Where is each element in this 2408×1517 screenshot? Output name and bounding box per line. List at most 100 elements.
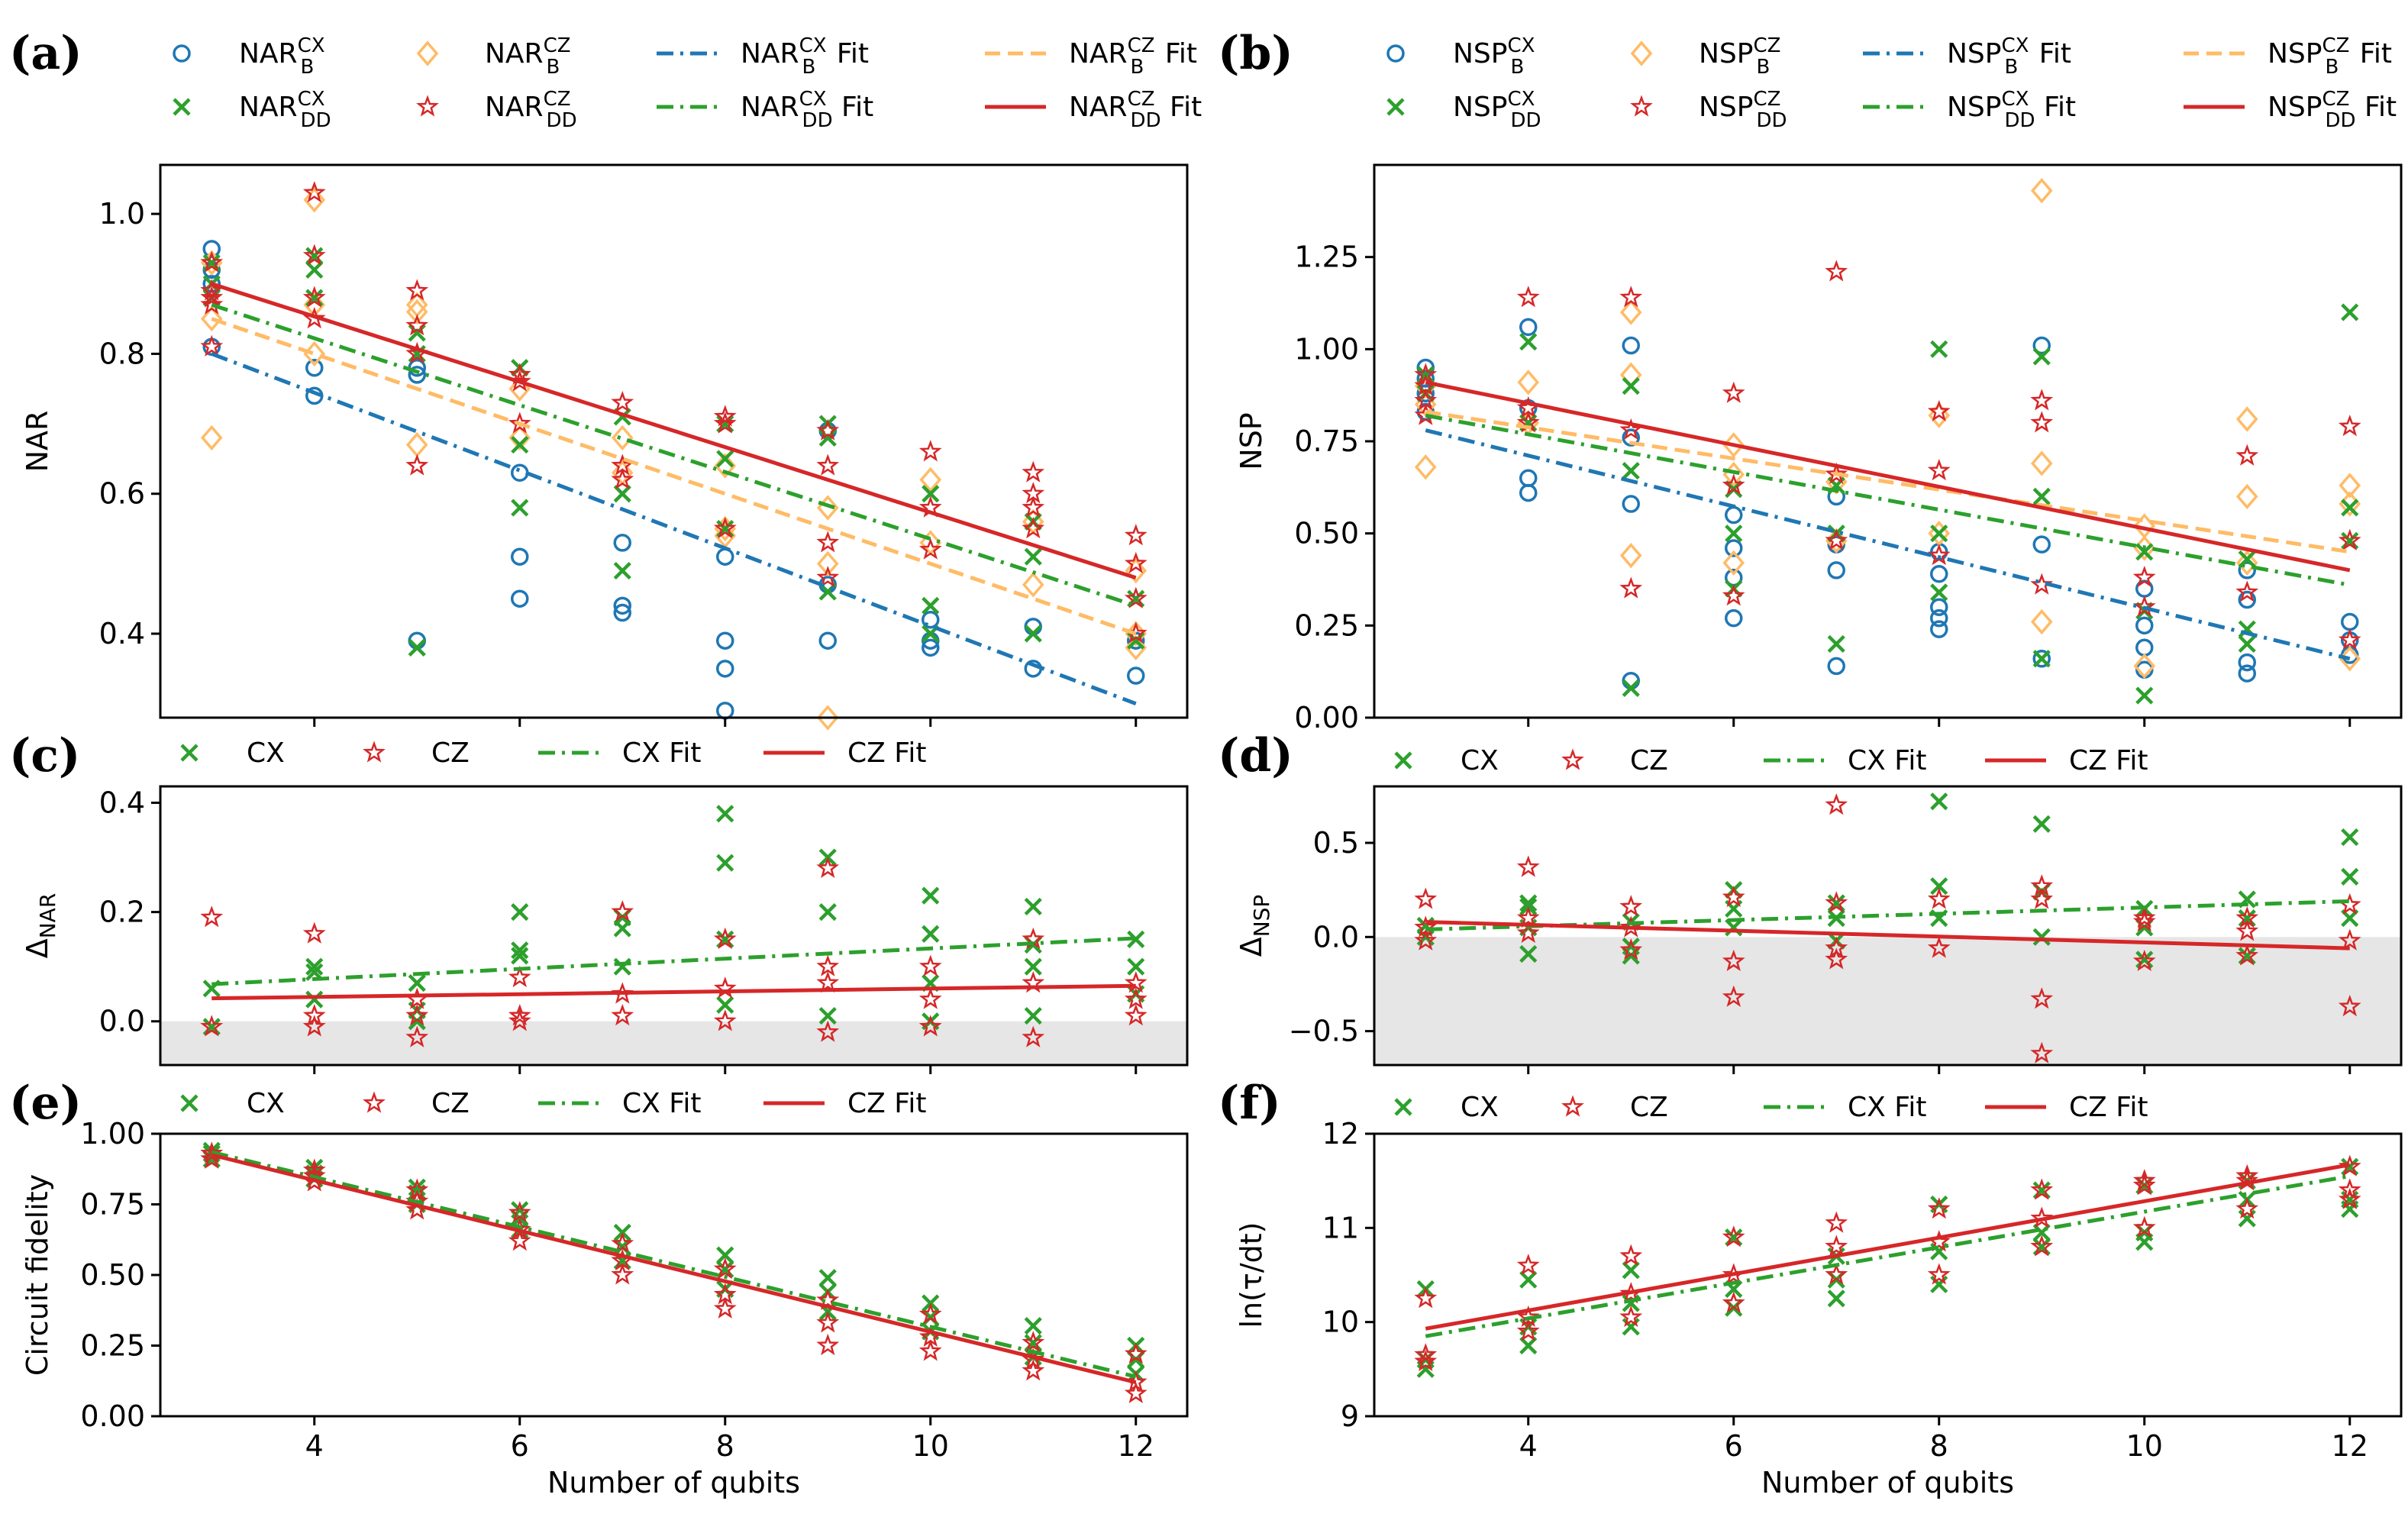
data-point: [918, 440, 942, 462]
data-point: [2235, 550, 2258, 576]
data-point: [1622, 336, 1640, 355]
data-point: [2135, 686, 2154, 705]
legend-item: CZ: [363, 1088, 470, 1119]
data-point: [1024, 957, 1042, 976]
fit-line: [211, 983, 1136, 1001]
data-point: [2132, 566, 2156, 588]
data-point: [2341, 828, 2359, 847]
data-point: [1619, 1305, 1643, 1328]
legend: CX CZ CX Fit CZ Fit: [180, 738, 926, 769]
data-point: [918, 954, 942, 976]
data-point: [1519, 1336, 1538, 1355]
data-point: [922, 886, 940, 905]
data-point: [508, 412, 531, 434]
panel-label: (f): [1218, 1076, 1281, 1130]
data-point: [405, 279, 429, 301]
data-point: [200, 250, 224, 273]
data-point: [2338, 1178, 2361, 1200]
data-point: [1825, 891, 1848, 913]
data-point: [716, 805, 734, 823]
data-point: [2341, 612, 2359, 631]
data-point: [2032, 336, 2051, 355]
data-point: [1725, 918, 1743, 937]
y-tick-label: 0.8: [99, 337, 145, 370]
data-point: [2132, 1215, 2156, 1238]
data-point: [508, 1004, 531, 1026]
data-point: [1722, 381, 1745, 403]
data-point: [2135, 1233, 2154, 1251]
data-point: [922, 610, 940, 629]
data-point: [2132, 910, 2156, 932]
data-point: [611, 424, 634, 451]
legend-item: CX: [180, 1088, 285, 1119]
legend-item: NSPCX DD Fit: [1863, 88, 2076, 132]
data-point: [1024, 547, 1042, 566]
data-point: [1827, 561, 1845, 579]
data-point: [408, 366, 426, 384]
data-point: [202, 275, 221, 293]
data-point: [1022, 460, 1045, 483]
data-point: [2341, 303, 2359, 321]
legend-item: CZ Fit: [763, 1088, 926, 1119]
fit-line: [1425, 1174, 2351, 1338]
data-point: [1930, 565, 1948, 583]
data-point: [1127, 930, 1145, 948]
fit-line: [211, 302, 1137, 608]
plot-frame: [1373, 1132, 2403, 1418]
y-axis-label: ΔNSP: [1235, 895, 1274, 957]
data-point: [1825, 947, 1848, 970]
legend-label: CZ: [431, 738, 470, 769]
data-point: [511, 499, 529, 517]
data-point: [1414, 1349, 1438, 1372]
x-tick-label: 4: [305, 1429, 324, 1463]
legend-marker: [1394, 1098, 1412, 1116]
legend: NSPCX B NSPCZ B NSPCX B Fit NSPCZ B Fit NSPCX DD N…: [1386, 34, 2397, 132]
data-point: [2030, 1178, 2054, 1200]
y-tick-label: 0.25: [80, 1329, 145, 1363]
data-point: [1619, 299, 1642, 325]
data-point: [816, 1333, 840, 1356]
legend-label: NARCZ DD: [485, 88, 577, 132]
legend-marker: [173, 98, 191, 116]
data-point: [1825, 462, 1848, 485]
legend-item: CZ Fit: [763, 738, 926, 769]
y-tick-label: 0.4: [99, 617, 145, 650]
data-point: [919, 466, 942, 493]
data-point: [1124, 1341, 1148, 1364]
fit-line: [211, 1153, 1137, 1385]
series-NAR_B^CZ: [200, 187, 1148, 731]
data-point: [1416, 384, 1435, 403]
data-point: [611, 899, 634, 922]
data-point: [1930, 792, 1948, 811]
data-point: [511, 547, 529, 566]
series-NAR_DD^CX: [202, 247, 1145, 657]
data-point: [305, 260, 324, 279]
data-point: [1519, 469, 1538, 488]
fit-line: [211, 1150, 1137, 1379]
legend-item: CX Fit: [1764, 1092, 1926, 1123]
y-tick-label: 0.00: [1294, 701, 1359, 734]
data-point: [816, 418, 840, 441]
data-point: [305, 990, 324, 1009]
data-point: [1516, 286, 1540, 308]
data-point: [1825, 528, 1848, 550]
data-point: [713, 927, 737, 950]
data-point: [1825, 793, 1848, 815]
legend-label: NARCZ B Fit: [1069, 34, 1197, 79]
data-point: [1125, 634, 1148, 661]
data-point: [2132, 905, 2156, 928]
data-point: [922, 596, 940, 615]
plot-frame: [159, 785, 1189, 1067]
legend-item: NSPCZ B: [1630, 34, 1780, 79]
legend-label: CX Fit: [1848, 1092, 1926, 1123]
data-point: [1619, 938, 1643, 960]
data-point: [2238, 550, 2256, 569]
data-point: [1722, 985, 1745, 1007]
data-point: [1416, 1360, 1435, 1378]
data-point: [918, 1302, 942, 1325]
data-point: [2133, 653, 2156, 679]
x-tick-label: 12: [1118, 1429, 1154, 1463]
data-point: [508, 363, 531, 385]
legend-label: NARCZ B: [485, 34, 571, 79]
data-point: [2030, 411, 2054, 433]
